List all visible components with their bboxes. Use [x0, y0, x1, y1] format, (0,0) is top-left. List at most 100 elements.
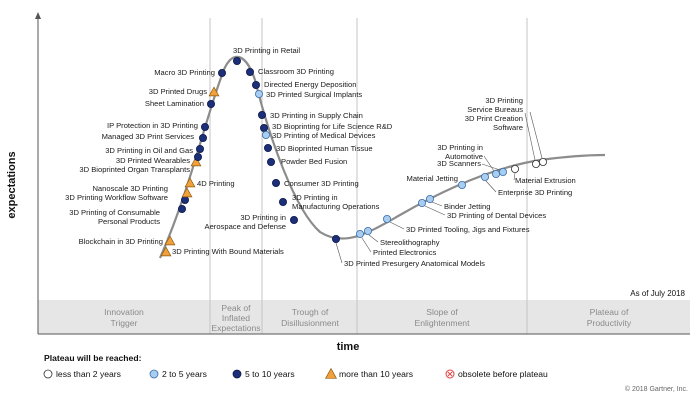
- label-classroom-3d-printing: Classroom 3D Printing: [258, 67, 334, 76]
- marker-3d-printing-with-bound-materials: [160, 246, 172, 257]
- phase-label-plateau: Plateau of Productivity: [587, 307, 632, 328]
- leader-line-3d-printing-service-bureaus: [524, 112, 536, 161]
- label-ip-protection-in-3d-printing: IP Protection in 3D Printing: [107, 121, 198, 130]
- label-3d-printing-in-aerospace-and-defense: 3D Printing in Aerospace and Defense: [205, 213, 286, 231]
- label-3d-printing-in-oil-and-gas: 3D Printing in Oil and Gas: [105, 146, 193, 155]
- label-3d-printed-surgical-implants: 3D Printed Surgical Implants: [266, 90, 362, 99]
- leader-line-3d-printed-presurgery-anatomical-models: [335, 242, 343, 264]
- label-directed-energy-deposition: Directed Energy Deposition: [264, 80, 356, 89]
- marker-3d-bioprinted-organ-transplants: [190, 156, 202, 167]
- leader-line-3d-printing-in-automotive: [483, 155, 495, 172]
- legend-label-obsolete: obsolete before plateau: [458, 369, 548, 379]
- legend-label-5to10: 5 to 10 years: [245, 369, 295, 379]
- label-3d-printing-of-medical-devices: 3D Printing of Medical Devices: [272, 131, 376, 140]
- marker-printed-electronics: [355, 229, 364, 238]
- leader-line-printed-electronics: [361, 237, 372, 253]
- legend-lt2-icon: [43, 369, 53, 379]
- marker-directed-energy-deposition: [251, 81, 260, 90]
- y-axis-title: expectations: [6, 151, 18, 218]
- label-3d-scanners: 3D Scanners: [437, 159, 481, 168]
- marker-3d-printing-workflow-software: [180, 195, 189, 204]
- label-powder-bed-fusion: Powder Bed Fusion: [281, 157, 347, 166]
- leader-line-enterprise-3d-printing: [485, 180, 497, 193]
- legend-gt10-icon: [325, 367, 337, 379]
- phase-label-innovation-trigger: Innovation Trigger: [104, 307, 144, 328]
- label-3d-bioprinted-human-tissue: 3D Bioprinted Human Tissue: [276, 144, 373, 153]
- label-3d-printing-in-automotive: 3D Printing in Automotive: [437, 143, 483, 161]
- legend-label-lt2: less than 2 years: [56, 369, 121, 379]
- marker-3d-printing-of-medical-devices: [261, 130, 270, 139]
- marker-3d-printing-in-aerospace-and-defense: [289, 215, 298, 224]
- marker-3d-printing-in-automotive: [491, 169, 500, 178]
- leader-line-3d-scanners: [481, 163, 501, 171]
- marker-3d-printing-in-retail: [232, 57, 241, 66]
- marker-classroom-3d-printing: [245, 68, 254, 77]
- label-binder-jetting: Binder Jetting: [444, 202, 490, 211]
- marker-3d-printed-drugs: [208, 86, 220, 97]
- leader-line-3d-printing-of-dental-devices: [424, 205, 446, 216]
- label-printed-electronics: Printed Electronics: [373, 248, 437, 257]
- marker-3d-printing-in-supply-chain: [257, 111, 266, 120]
- phase-label-trough: Trough of Disillusionment: [281, 307, 339, 328]
- phase-label-slope: Slope of Enlightenment: [415, 307, 471, 328]
- label-stereolithography: Stereolithography: [380, 238, 440, 247]
- marker-3d-printed-presurgery-anatomical-models: [331, 234, 340, 243]
- legend-obsolete-icon: [445, 369, 455, 379]
- copyright: © 2018 Gartner, Inc.: [625, 385, 688, 393]
- leader-line-3d-printed-tooling-jigs-and-fixtures: [389, 221, 405, 230]
- marker-3d-bioprinting-for-life-science-randd: [259, 124, 268, 133]
- marker-sheet-lamination: [206, 100, 215, 109]
- marker-managed-3d-print-services: [198, 133, 207, 142]
- marker-nanoscale-3d-printing: [181, 187, 193, 198]
- marker-3d-printing-of-consumable-personal-products: [177, 204, 186, 213]
- marker-3d-bioprinted-human-tissue: [263, 143, 272, 152]
- marker-3d-printed-surgical-implants: [254, 90, 263, 99]
- label-3d-bioprinted-organ-transplants: 3D Bioprinted Organ Transplants: [79, 165, 190, 174]
- legend: less than 2 years 2 to 5 years 5 to 10 yea…: [43, 367, 548, 379]
- label-sheet-lamination: Sheet Lamination: [145, 99, 204, 108]
- label-3d-printed-presurgery-anatomical-models: 3D Printed Presurgery Anatomical Models: [344, 259, 485, 268]
- label-3d-printing-of-dental-devices: 3D Printing of Dental Devices: [447, 211, 546, 220]
- marker-3d-scanners: [498, 167, 507, 176]
- legend-label-2to5: 2 to 5 years: [162, 369, 207, 379]
- marker-blockchain-in-3d-printing: [164, 235, 176, 246]
- hype-curve: [158, 55, 606, 259]
- phase-band: [38, 300, 690, 334]
- label-4d-printing: 4D Printing: [197, 179, 235, 188]
- leader-lines: [335, 111, 543, 264]
- marker-material-extrusion: [510, 164, 519, 173]
- marker-3d-printing-in-manufacturing-operations: [278, 197, 287, 206]
- label-consumer-3d-printing: Consumer 3D Printing: [284, 179, 359, 188]
- phase-label-peak: Peak of Inflated Expectations: [211, 303, 260, 333]
- label-3d-printed-wearables: 3D Printed Wearables: [116, 156, 190, 165]
- leader-line-material-extrusion: [513, 172, 516, 181]
- label-3d-printing-service-bureaus: 3D Printing Service Bureaus: [467, 96, 523, 114]
- labels-layer: 3D Printing With Bound Materials Blockcha…: [65, 46, 576, 268]
- leader-line-stereolithography: [368, 234, 379, 243]
- label-3d-printing-of-consumable-personal-products: 3D Printing of Consumable Personal Produc…: [69, 208, 160, 226]
- label-nanoscale-3d-printing: Nanoscale 3D Printing: [92, 184, 168, 193]
- marker-material-jetting: [457, 180, 466, 189]
- marker-3d-printing-of-dental-devices: [417, 198, 426, 207]
- marker-3d-printed-wearables: [193, 152, 202, 161]
- marker-macro-3d-printing: [217, 69, 226, 78]
- label-3d-printing-in-supply-chain: 3D Printing in Supply Chain: [270, 111, 363, 120]
- label-3d-printed-tooling-jigs-and-fixtures: 3D Printed Tooling, Jigs and Fixtures: [406, 225, 530, 234]
- label-3d-print-creation-software: 3D Print Creation Software: [465, 114, 523, 132]
- marker-4d-printing: [184, 177, 196, 188]
- label-3d-printing-workflow-software: 3D Printing Workflow Software: [65, 193, 168, 202]
- x-axis-title: time: [337, 341, 360, 353]
- leader-line-3d-print-creation-software: [529, 111, 543, 159]
- label-material-extrusion: Material Extrusion: [515, 176, 576, 185]
- label-material-jetting: Material Jetting: [407, 174, 459, 183]
- y-axis-arrow-icon: [35, 12, 41, 19]
- marker-consumer-3d-printing: [271, 178, 280, 187]
- as-of-date: As of July 2018: [630, 289, 685, 298]
- label-3d-printing-in-manufacturing-operations: 3D Printing in Manufacturing Operations: [292, 193, 380, 211]
- label-3d-printed-drugs: 3D Printed Drugs: [149, 87, 207, 96]
- legend-title: Plateau will be reached:: [44, 353, 142, 363]
- label-managed-3d-print-services: Managed 3D Print Services: [102, 132, 195, 141]
- label-3d-printing-with-bound-materials: 3D Printing With Bound Materials: [172, 247, 284, 256]
- marker-3d-printing-in-oil-and-gas: [195, 144, 204, 153]
